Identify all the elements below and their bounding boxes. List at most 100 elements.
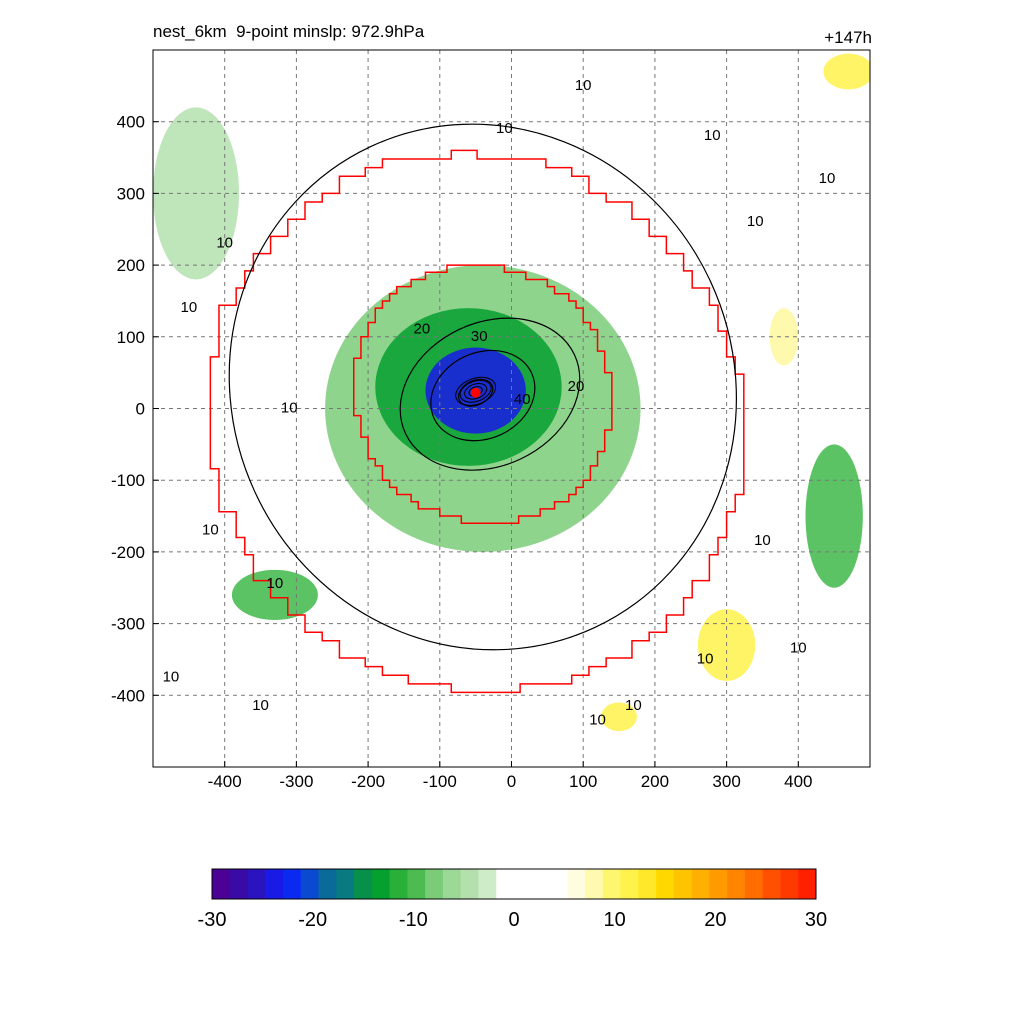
contour-label: 30: [471, 328, 488, 345]
x-tick-label: -200: [351, 772, 385, 791]
contour-label: 10: [181, 299, 198, 316]
y-tick-label: -100: [111, 471, 145, 490]
colorbar-swatch: [265, 869, 284, 899]
contour-label: 10: [697, 650, 714, 667]
eyewall-contour: [459, 379, 492, 403]
colorbar-swatch: [371, 869, 391, 899]
inner-domain-boundary: [353, 264, 613, 524]
colorbar-tick-label: -10: [399, 909, 428, 931]
colorbar-swatch: [780, 869, 799, 899]
shaded-region: [823, 53, 870, 90]
colorbar-swatch: [460, 869, 479, 899]
x-tick-label: 100: [569, 772, 597, 791]
colorbar-tick-label: 0: [508, 909, 519, 931]
contour-label: 10: [496, 120, 513, 137]
colorbar-swatch: [407, 869, 426, 899]
outer-domain-boundary: [209, 149, 745, 694]
contour-label: 10: [252, 697, 269, 714]
colorbar-swatch: [798, 869, 817, 899]
colorbar-swatch: [549, 869, 568, 899]
x-tick-label: -400: [208, 772, 242, 791]
x-axis: -400 -300 -200 -100 0 100 200 300 400: [208, 761, 812, 791]
contour-20: [399, 317, 581, 471]
contour-label: 10: [790, 640, 807, 657]
colorbar-swatch: [354, 869, 373, 899]
colorbar-swatch: [318, 869, 337, 899]
colorbar-swatch: [638, 869, 657, 899]
contours: [228, 123, 737, 651]
colorbar-swatch: [514, 869, 533, 899]
colorbar: -30 -20 -10 0 10 20 30: [198, 868, 827, 931]
colorbar-swatch: [442, 869, 462, 899]
y-axis: -400 -300 -200 -100 0 100 200 300 400: [111, 113, 159, 705]
y-tick-label: -200: [111, 543, 145, 562]
colorbar-frame: [211, 868, 817, 900]
forecast-hour-label: +147h: [824, 28, 872, 47]
contour-label: 10: [575, 77, 592, 94]
contour-40: [458, 378, 494, 407]
colorbar-swatch: [727, 869, 746, 899]
y-tick-label: 200: [117, 256, 145, 275]
colorbar-swatch: [602, 869, 622, 899]
x-tick-label: 400: [784, 772, 812, 791]
contour-label: 10: [704, 127, 721, 144]
contour-label: 10: [625, 697, 642, 714]
domain-boundaries: [209, 149, 745, 694]
colorbar-swatch: [744, 869, 764, 899]
x-tick-label: 0: [507, 772, 516, 791]
contour-label: 10: [754, 532, 771, 549]
colorbar-swatch: [389, 869, 408, 899]
colorbar-swatch: [247, 869, 266, 899]
plot-area: 10 10 10 10 10 10 10 10 10 10 10 10 10 10 10 10 10 20 30 20…: [111, 49, 871, 791]
contour-10: [228, 123, 737, 651]
colorbar-swatch: [656, 869, 675, 899]
contour-label: 10: [589, 711, 606, 728]
colorbar-swatch: [496, 869, 515, 899]
x-tick-label: -100: [423, 772, 457, 791]
contour-label: 10: [216, 235, 233, 252]
contour-label: 10: [202, 521, 219, 538]
contour-label: 20: [414, 321, 431, 338]
colorbar-swatch: [709, 869, 728, 899]
colorbar-tick-label: 30: [805, 909, 827, 931]
contour-labels: 10 10 10 10 10 10 10 10 10 10 10 10 10 10 10 10 10 20 30 20…: [163, 77, 836, 729]
colorbar-swatch: [620, 869, 639, 899]
x-tick-label: 200: [641, 772, 669, 791]
x-tick-label: -300: [279, 772, 313, 791]
colorbar-swatch: [585, 869, 604, 899]
contour-label: 10: [281, 399, 298, 416]
eyewall-contour: [455, 376, 497, 406]
y-tick-label: -400: [111, 686, 145, 705]
colorbar-swatch: [762, 869, 781, 899]
colorbar-tick-label: 20: [704, 909, 726, 931]
y-tick-label: -300: [111, 615, 145, 634]
shaded-region: [231, 569, 318, 621]
y-tick-label: 0: [136, 400, 145, 419]
colorbar-tick-label: -30: [198, 909, 227, 931]
y-tick-label: 300: [117, 184, 145, 203]
colorbar-swatch: [673, 869, 693, 899]
colorbar-tick-label: -20: [298, 909, 327, 931]
contour-label: 10: [747, 213, 764, 230]
eyewall-contour: [464, 382, 488, 400]
colorbar-swatch: [283, 869, 302, 899]
y-tick-label: 100: [117, 328, 145, 347]
shaded-region: [805, 444, 863, 588]
contour-label: 10: [267, 575, 284, 592]
contour-label: 20: [568, 378, 585, 395]
contour-label: 10: [819, 170, 836, 187]
shaded-region: [601, 702, 637, 732]
colorbar-swatch: [300, 869, 320, 899]
contour-label: 10: [163, 668, 180, 685]
colorbar-swatch: [478, 869, 497, 899]
colorbar-swatch: [229, 869, 249, 899]
x-tick-label: 300: [712, 772, 740, 791]
y-tick-label: 400: [117, 113, 145, 132]
colorbar-swatch: [567, 869, 586, 899]
colorbar-tick-label: 10: [604, 909, 626, 931]
colorbar-swatch: [212, 869, 231, 899]
storm-center-marker: [470, 387, 481, 398]
contour-label: 40: [514, 391, 531, 408]
